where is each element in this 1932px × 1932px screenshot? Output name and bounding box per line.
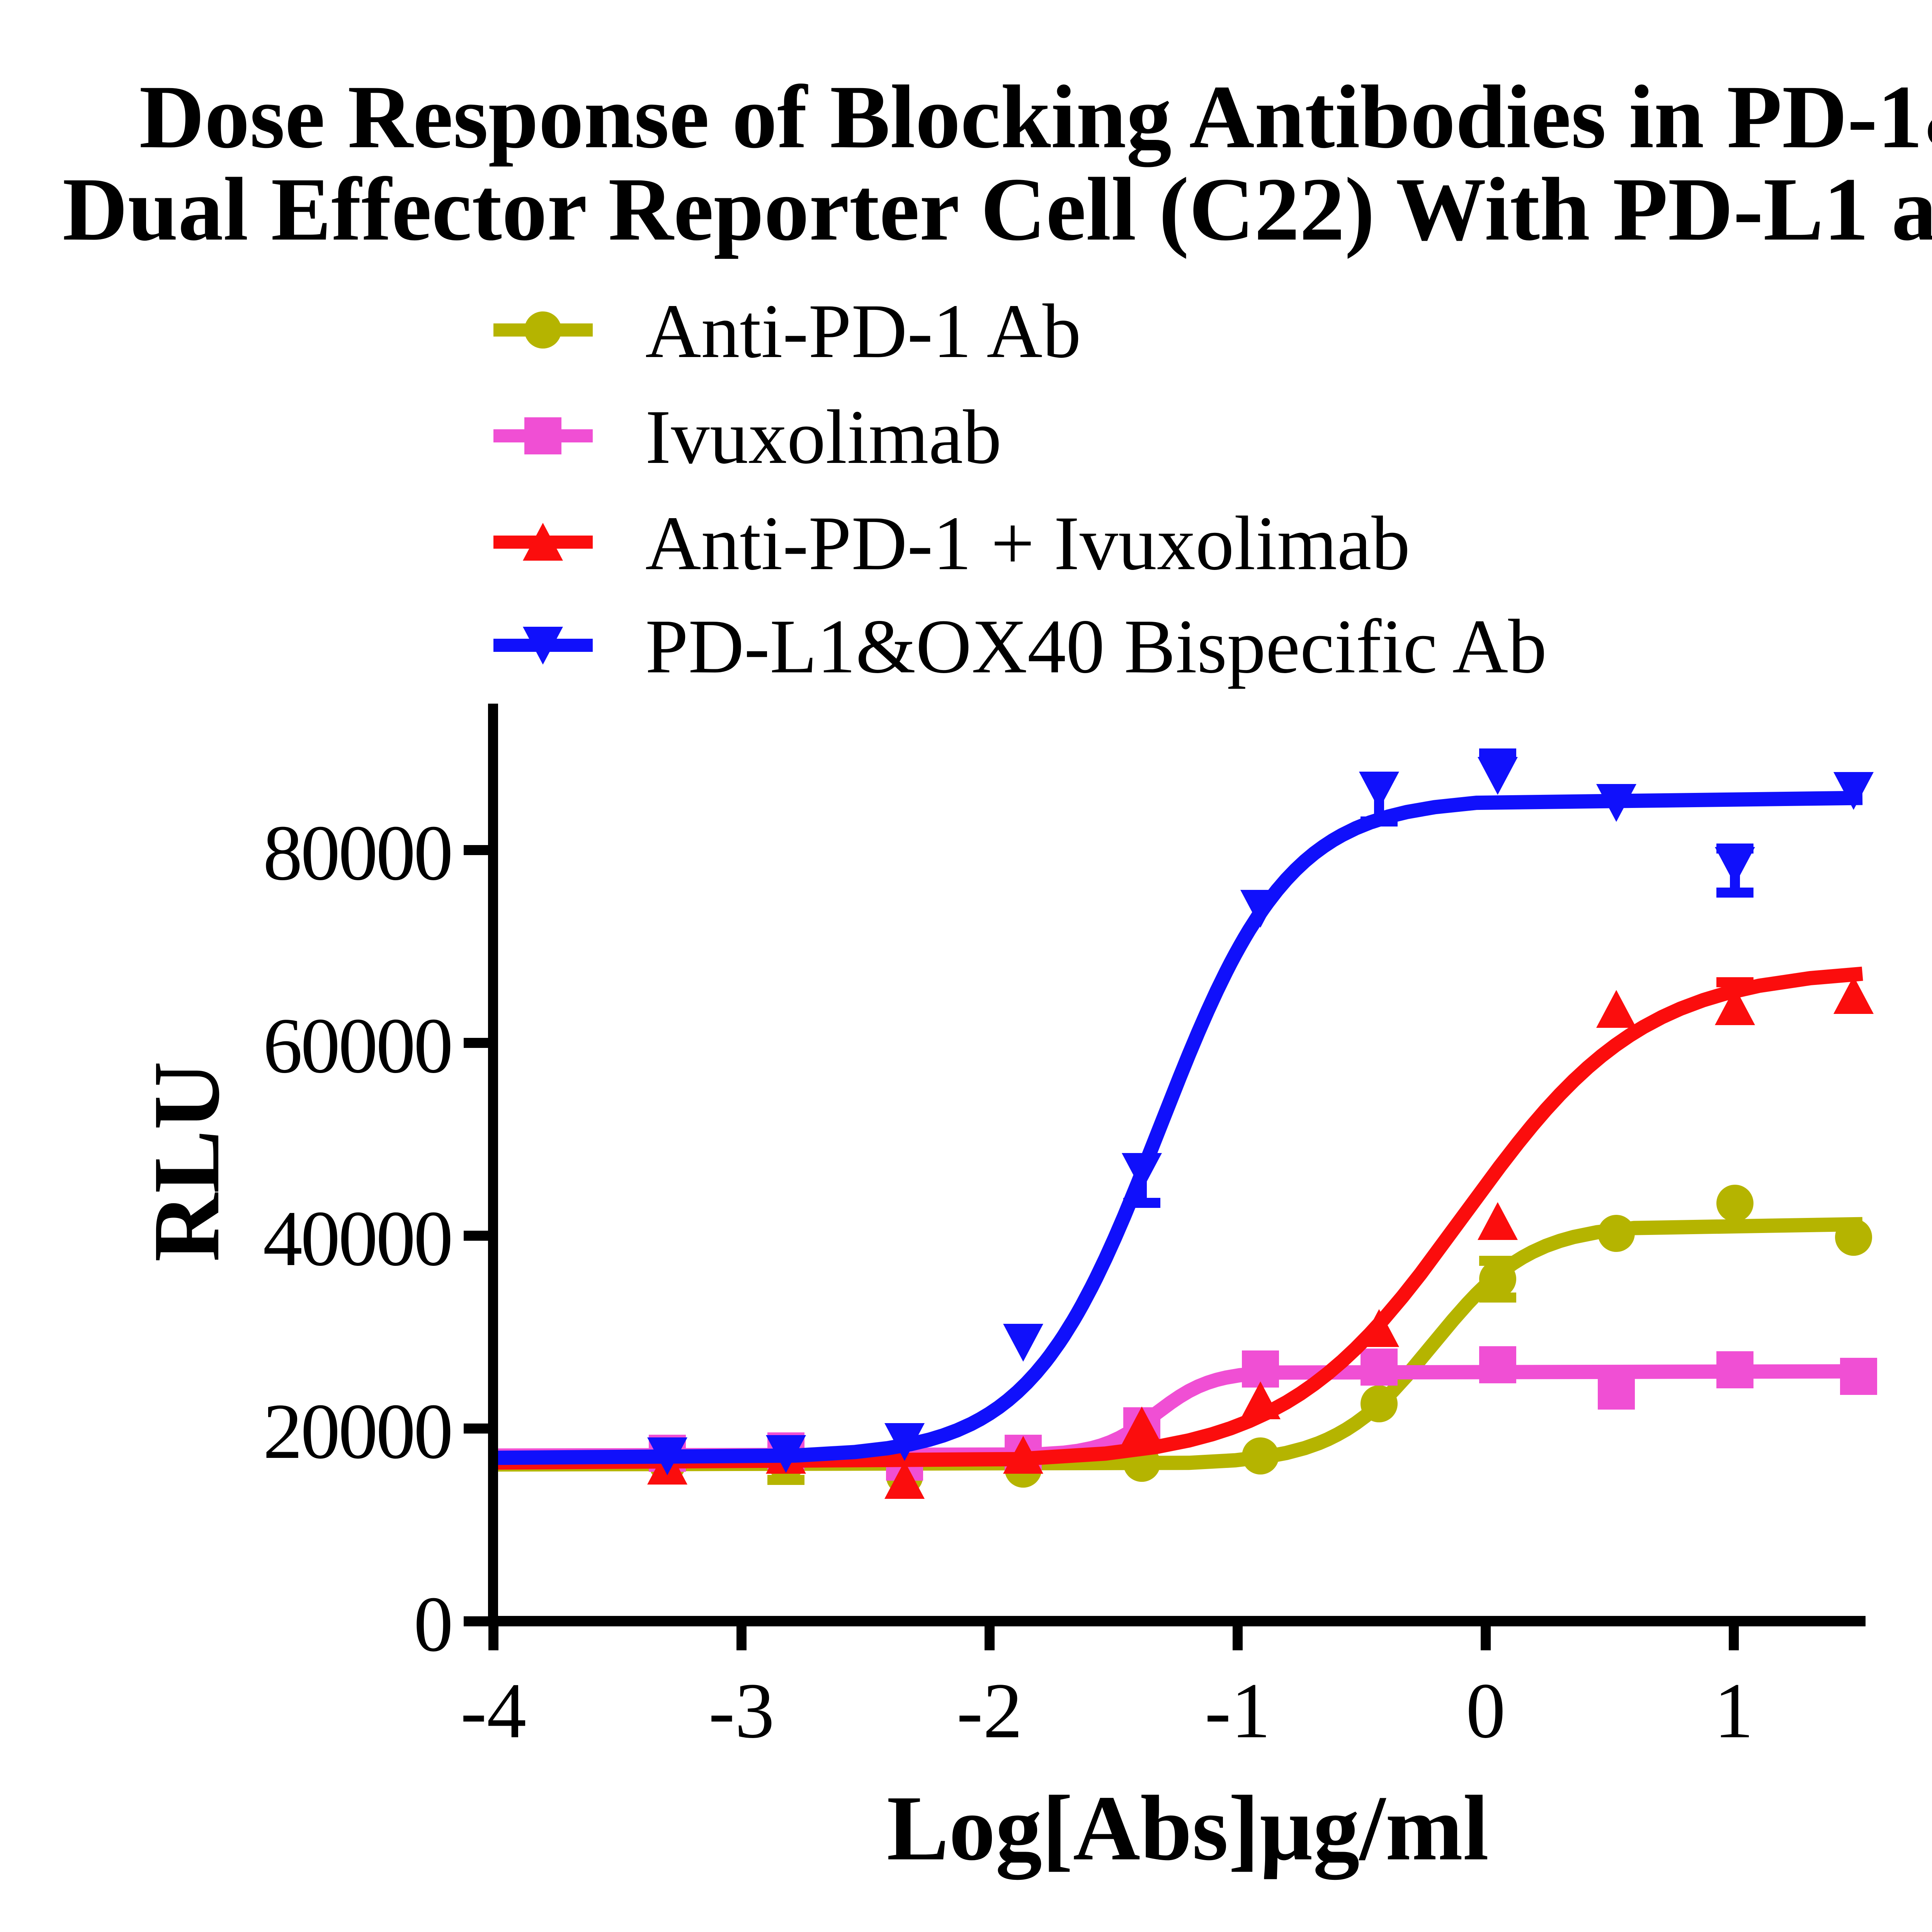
svg-text:-2: -2 [957, 1667, 1023, 1755]
svg-text:-3: -3 [709, 1667, 775, 1755]
svg-text:80000: 80000 [263, 809, 452, 897]
svg-text:Anti-PD-1 Ab: Anti-PD-1 Ab [645, 289, 1081, 374]
svg-text:20000: 20000 [263, 1388, 452, 1475]
svg-text:RLU: RLU [134, 1061, 239, 1262]
svg-text:0: 0 [1466, 1667, 1506, 1755]
svg-text:-1: -1 [1205, 1667, 1271, 1755]
svg-text:PD-L1&OX40 Bispecific Ab: PD-L1&OX40 Bispecific Ab [645, 604, 1547, 689]
svg-text:1: 1 [1714, 1667, 1754, 1755]
svg-text:Anti-PD-1 + Ivuxolimab: Anti-PD-1 + Ivuxolimab [645, 501, 1410, 586]
svg-text:Dual Effector Reporter Cell (C: Dual Effector Reporter Cell (C22) With P… [63, 159, 1932, 259]
svg-text:40000: 40000 [263, 1195, 452, 1282]
svg-text:0: 0 [414, 1580, 452, 1668]
svg-text:Dose Response of Blocking Anti: Dose Response of Blocking Antibodies in … [139, 66, 1932, 167]
svg-text:Ivuxolimab: Ivuxolimab [645, 395, 1002, 480]
svg-text:-4: -4 [461, 1667, 527, 1755]
svg-text:60000: 60000 [263, 1002, 452, 1090]
svg-text:Log[Abs]µg/ml: Log[Abs]µg/ml [887, 1777, 1489, 1880]
